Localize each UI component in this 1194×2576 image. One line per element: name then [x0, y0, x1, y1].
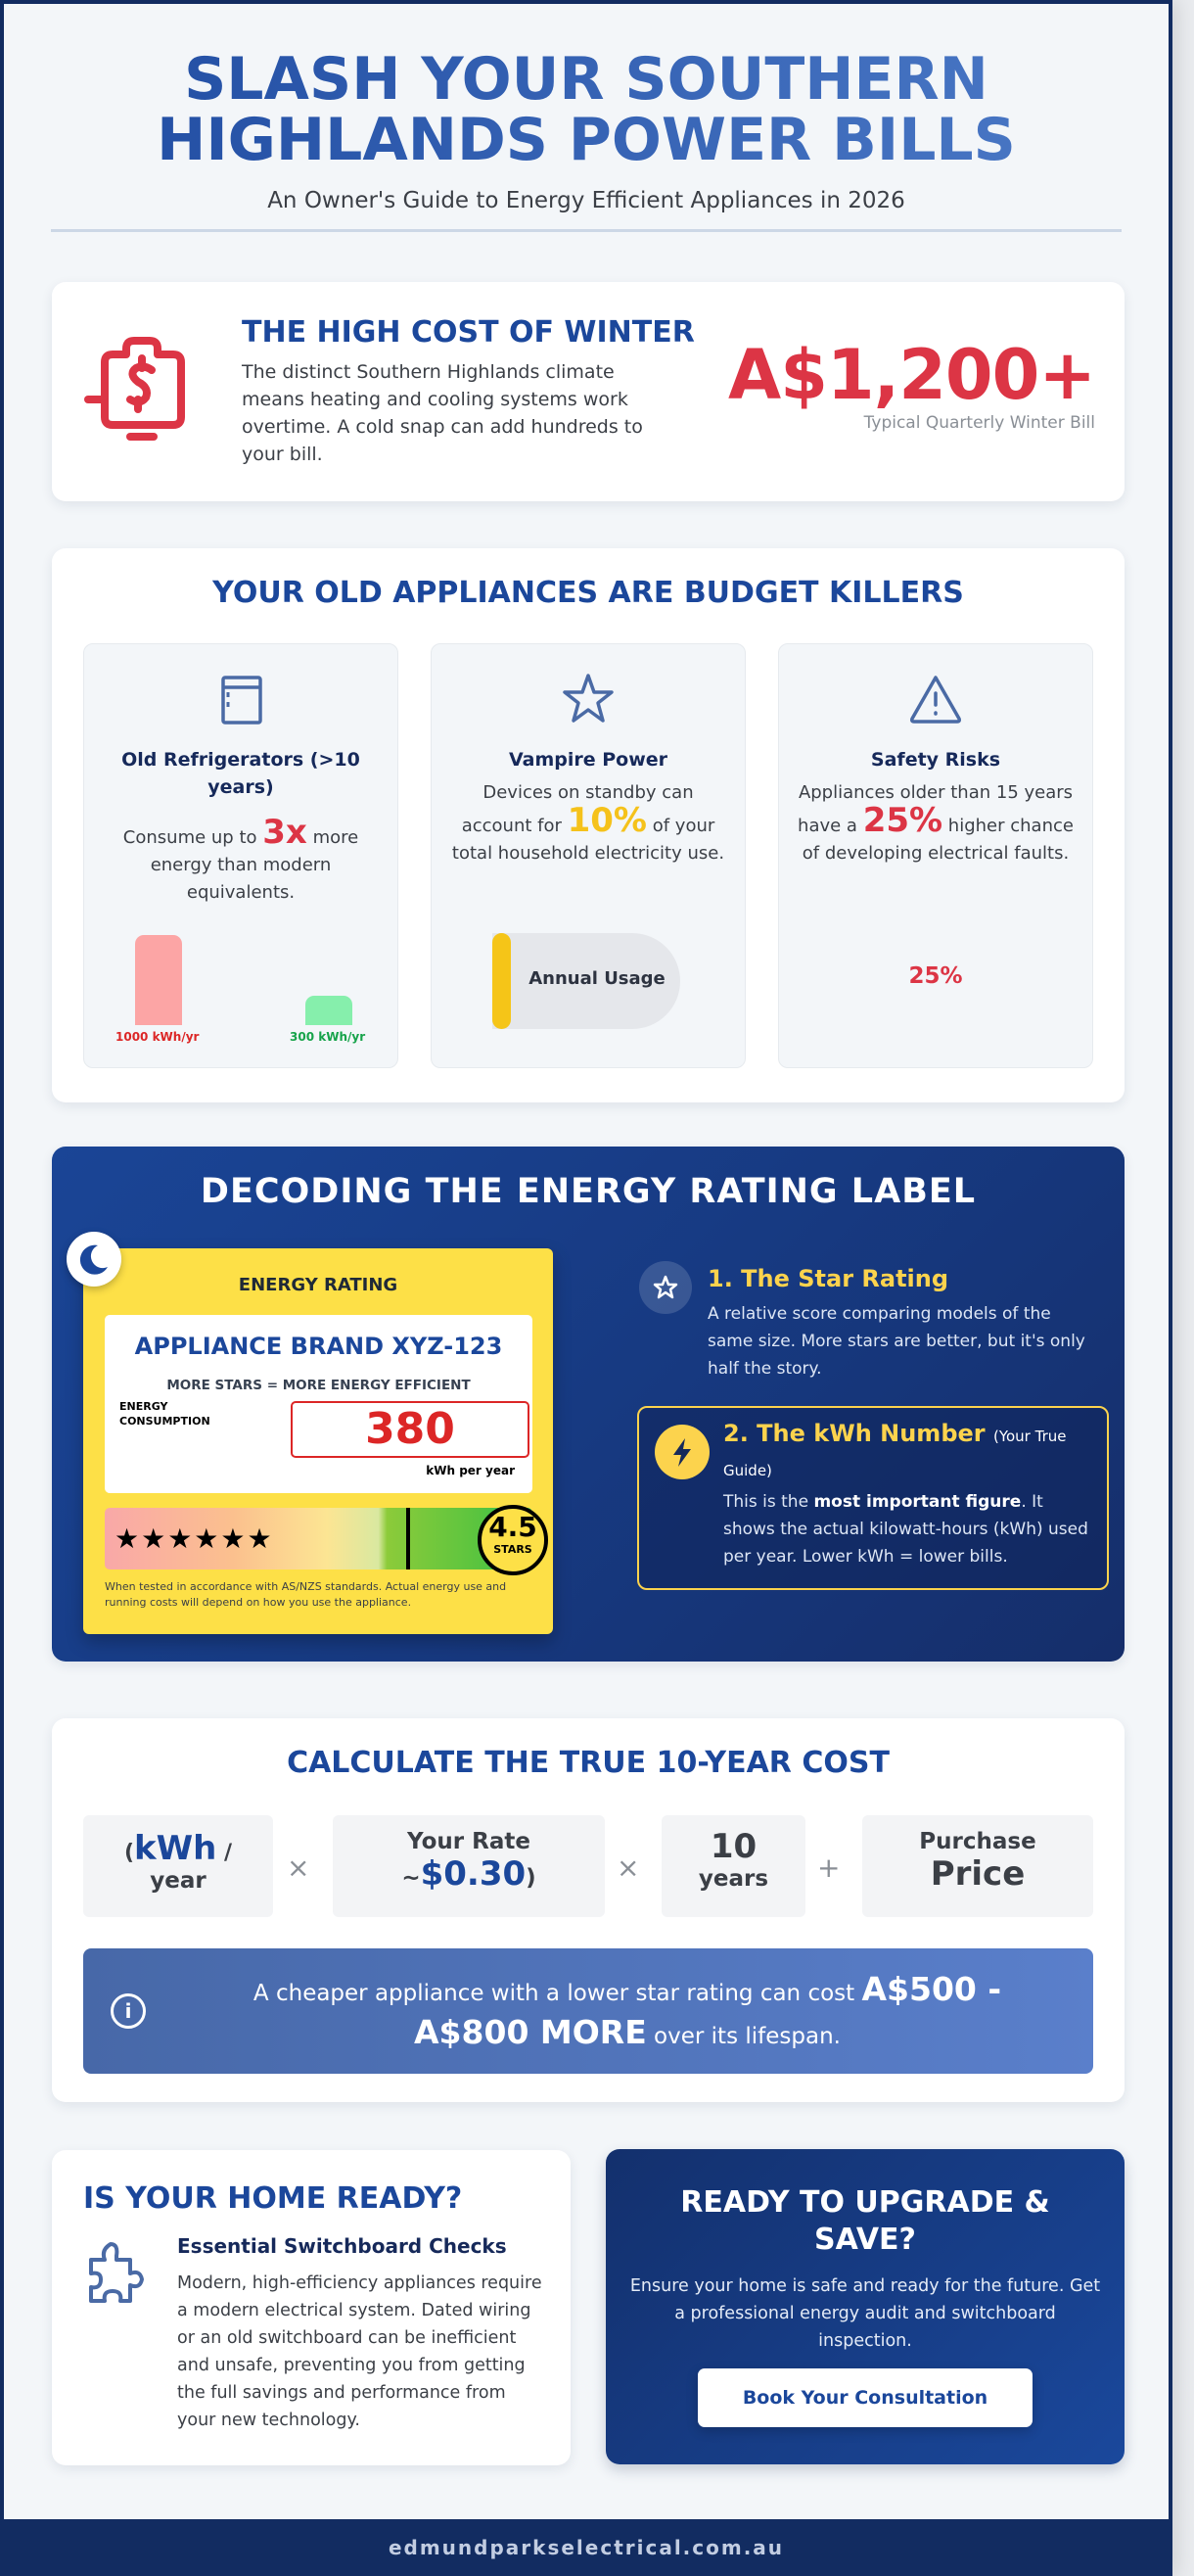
info-icon: i — [111, 1993, 146, 2029]
annual-usage-label: Annual Usage — [528, 968, 666, 989]
safety-title: Safety Risks — [870, 749, 1001, 771]
refrigerators-highlight: 3x — [262, 813, 307, 852]
savings-callout: i A cheaper appliance with a lower star … — [83, 1948, 1093, 2074]
refrigerators-body: Consume up to 3x more energy than modern… — [122, 813, 359, 903]
label-heading: ENERGY RATING — [238, 1275, 398, 1295]
safety-stat: 25% — [908, 963, 963, 989]
page-subtitle: An Owner's Guide to Energy Efficient App… — [267, 188, 905, 213]
star-rating-badge: 4.5 STARS — [478, 1505, 548, 1575]
bar-old-fridge — [135, 935, 182, 1025]
switchboard-checks-body: Modern, high-efficiency appliances requi… — [177, 2273, 542, 2430]
page-title: SLASH YOUR SOUTHERN HIGHLANDS POWER BILL… — [4, 49, 1169, 170]
winter-body: The distinct Southern Highlands climate … — [242, 361, 643, 465]
killers-title: YOUR OLD APPLIANCES ARE BUDGET KILLERS — [212, 576, 964, 610]
winter-title: THE HIGH COST OF WINTER — [242, 315, 695, 350]
website-link[interactable]: edmundparkselectrical.com.au — [388, 2536, 785, 2559]
annual-usage-gauge: Annual Usage — [492, 933, 680, 1029]
refrigerator-icon — [221, 676, 262, 725]
bar-new-label: 300 kWh/yr — [290, 1030, 366, 1044]
calc-title: CALCULATE THE TRUE 10-YEAR COST — [287, 1746, 890, 1780]
rating-marker — [406, 1508, 410, 1569]
money-bag-icon — [84, 337, 185, 441]
plus-operator: + — [817, 1851, 841, 1884]
winter-cost-card: THE HIGH COST OF WINTER The distinct Sou… — [52, 282, 1125, 501]
switchboard-checks-title: Essential Switchboard Checks — [177, 2234, 507, 2258]
ten-year-cost-card: CALCULATE THE TRUE 10-YEAR COST (kWh / y… — [52, 1718, 1125, 2102]
home-ready-card: IS YOUR HOME READY? Essential Switchboar… — [52, 2150, 571, 2465]
formula-purchase-price: Purchase Price — [862, 1815, 1093, 1917]
book-consultation-button[interactable]: Book Your Consultation — [698, 2368, 1033, 2427]
title-line-1: SLASH YOUR SOUTHERN — [184, 45, 988, 114]
safety-body: Appliances older than 15 years have a 25… — [798, 782, 1074, 864]
formula-kwh-per-year: (kWh / year — [83, 1815, 273, 1917]
appliance-brand: APPLIANCE BRAND XYZ-123 — [134, 1333, 503, 1360]
energy-rating-section: DECODING THE ENERGY RATING LABEL ENERGY … — [52, 1147, 1125, 1662]
cta-title: READY TO UPGRADE & SAVE? — [680, 2185, 1050, 2257]
page-header: SLASH YOUR SOUTHERN HIGHLANDS POWER BILL… — [4, 4, 1169, 232]
usage-fill — [492, 933, 511, 1029]
moon-icon — [67, 1232, 121, 1287]
lightning-icon — [655, 1425, 710, 1479]
safety-risks-card: Safety Risks Appliances older than 15 ye… — [778, 643, 1093, 1068]
old-refrigerators-card: Old Refrigerators (>10 years) Consume up… — [83, 643, 398, 1068]
kwh-number-body: This is the most important figure. It sh… — [723, 1492, 1088, 1567]
kwh-value: 380 — [291, 1401, 529, 1458]
winter-bill-label: Typical Quarterly Winter Bill — [863, 413, 1095, 433]
upgrade-cta-card: READY TO UPGRADE & SAVE? Ensure your hom… — [606, 2149, 1125, 2464]
vampire-power-card: Vampire Power Devices on standby can acc… — [431, 643, 746, 1068]
star-rating-body: A relative score comparing models of the… — [708, 1304, 1085, 1379]
callout-text: A cheaper appliance with a lower star ra… — [253, 1970, 1002, 2051]
star-rating-title: 1. The Star Rating — [708, 1265, 949, 1292]
energy-rating-label: ENERGY RATING APPLIANCE BRAND XYZ-123 MO… — [67, 1232, 553, 1634]
kwh-unit: kWh per year — [426, 1464, 515, 1477]
kwh-number-title: 2. The kWh Number (Your True Guide) — [723, 1420, 1067, 1479]
vampire-title: Vampire Power — [508, 749, 668, 771]
rating-title: DECODING THE ENERGY RATING LABEL — [200, 1172, 977, 1211]
cta-body: Ensure your home is safe and ready for t… — [629, 2276, 1101, 2351]
stars-icon: ★★★★★★ — [115, 1522, 274, 1555]
star-scale: ★★★★★★ 4.5 STARS — [105, 1505, 548, 1575]
winter-bill-stat: A$1,200+ — [728, 335, 1096, 415]
refrigerators-title: Old Refrigerators (>10 years) — [121, 749, 360, 798]
star-outline-icon — [563, 674, 614, 723]
bar-new-fridge — [305, 996, 352, 1025]
footer: edmundparkselectrical.com.au — [0, 2519, 1172, 2576]
kwh-number-point: 2. The kWh Number (Your True Guide) This… — [637, 1406, 1109, 1590]
budget-killers-card: YOUR OLD APPLIANCES ARE BUDGET KILLERS O… — [52, 548, 1125, 1102]
safety-highlight: 25% — [862, 801, 943, 840]
label-tagline: MORE STARS = MORE ENERGY EFFICIENT — [166, 1378, 471, 1393]
vampire-highlight: 10% — [567, 801, 647, 840]
multiply-operator: × — [617, 1851, 640, 1884]
bar-old-label: 1000 kWh/yr — [115, 1030, 200, 1044]
vampire-body: Devices on standby can account for 10% o… — [451, 782, 725, 864]
home-ready-title: IS YOUR HOME READY? — [83, 2181, 463, 2216]
label-panel: APPLIANCE BRAND XYZ-123 MORE STARS = MOR… — [105, 1315, 532, 1493]
warning-triangle-icon — [910, 676, 961, 724]
consumption-label: ENERGY CONSUMPTION — [119, 1400, 210, 1428]
title-line-2: HIGHLANDS POWER BILLS — [157, 106, 1016, 174]
puzzle-piece-icon — [89, 2242, 144, 2303]
header-divider — [51, 229, 1122, 232]
multiply-operator: × — [287, 1851, 310, 1884]
star-icon — [639, 1261, 692, 1314]
formula-years: 10 years — [662, 1815, 805, 1917]
label-disclaimer: When tested in accordance with AS/NZS st… — [105, 1580, 507, 1609]
formula-rate: Your Rate ~$0.30) — [333, 1815, 605, 1917]
